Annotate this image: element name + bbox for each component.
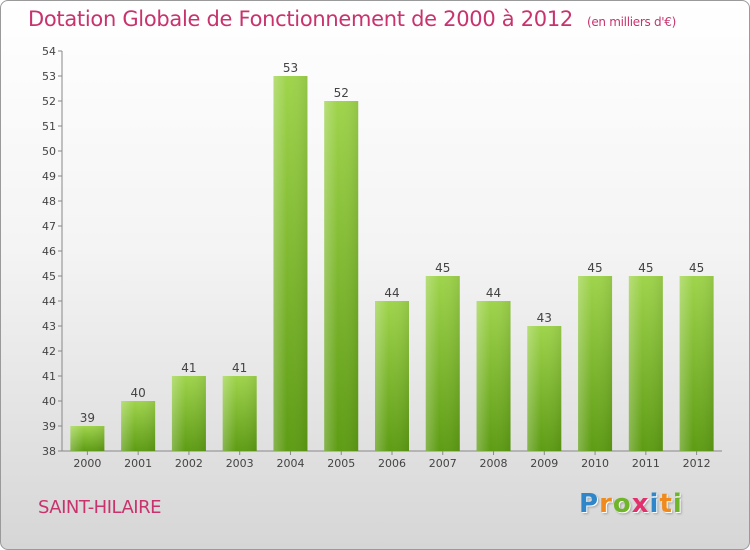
commune-name: SAINT-HILAIRE — [38, 497, 161, 518]
bar-2010: 45 — [578, 261, 613, 451]
bar-shine — [171, 376, 206, 451]
bar-2006: 44 — [375, 286, 409, 451]
x-tick-label: 2008 — [480, 457, 508, 470]
bar-2009: 43 — [527, 311, 562, 451]
bar-value-label: 44 — [486, 286, 501, 300]
bar-value-label: 41 — [181, 361, 196, 375]
y-tick-label: 49 — [42, 170, 56, 183]
bar-2011: 45 — [628, 261, 663, 451]
bar-value-label: 44 — [384, 286, 399, 300]
y-tick-label: 53 — [42, 70, 56, 83]
logo-letter: t — [659, 489, 673, 519]
y-tick-label: 52 — [42, 95, 56, 108]
logo-letter: o — [612, 489, 632, 519]
bar-shine — [324, 101, 359, 451]
bar-2012: 45 — [679, 261, 714, 451]
bar-2005: 52 — [324, 86, 359, 451]
bar-value-label: 52 — [334, 86, 349, 100]
x-tick-label: 2005 — [327, 457, 355, 470]
bar-shine — [222, 376, 257, 451]
proxiti-logo: Proxiti — [579, 489, 683, 519]
bar-shine — [121, 401, 156, 451]
bar-shine — [273, 76, 308, 451]
y-tick-label: 54 — [42, 45, 56, 58]
y-tick-label: 41 — [42, 370, 56, 383]
bar-shine — [425, 276, 460, 451]
logo-letter: x — [631, 489, 650, 519]
bar-value-label: 39 — [80, 411, 95, 425]
bar-shine — [679, 276, 714, 451]
bar-shine — [628, 276, 663, 451]
x-axis: 2000 2001 2002 2003 2004 2005 2006 2007 2008 2009… — [62, 450, 722, 470]
bar-2003: 41 — [222, 361, 257, 451]
chart-title: Dotation Globale de Fonctionnement de 20… — [28, 7, 676, 31]
y-tick-label: 38 — [42, 445, 56, 458]
bar-value-label: 41 — [232, 361, 247, 375]
bar-2007: 45 — [425, 261, 460, 451]
bar-2008: 44 — [476, 286, 511, 451]
x-tick-label: 2012 — [683, 457, 711, 470]
bar-shine — [375, 301, 409, 451]
y-tick-label: 47 — [42, 220, 56, 233]
y-tick-label: 50 — [42, 145, 56, 158]
bar-shine — [578, 276, 613, 451]
x-tick-label: 2003 — [226, 457, 254, 470]
bar-shine — [476, 301, 511, 451]
chart-subtitle: (en milliers d'€) — [586, 15, 676, 29]
bar-shine — [527, 326, 562, 451]
y-tick-label: 48 — [42, 195, 56, 208]
y-tick-label: 44 — [42, 295, 56, 308]
bar-2002: 41 — [171, 361, 206, 451]
bar-value-label: 45 — [689, 261, 704, 275]
x-tick-label: 2006 — [378, 457, 406, 470]
bar-2000: 39 — [70, 411, 105, 451]
bar-value-label: 40 — [131, 386, 146, 400]
y-axis: 38 39 40 41 42 43 44 45 46 47 48 49 50 51 52 53 54 — [42, 45, 63, 458]
logo-letter: i — [649, 489, 660, 519]
bar-shine — [70, 426, 105, 451]
x-tick-label: 2009 — [530, 457, 558, 470]
bar-value-label: 43 — [537, 311, 552, 325]
y-tick-label: 39 — [42, 420, 56, 433]
x-tick-label: 2010 — [581, 457, 609, 470]
y-tick-label: 46 — [42, 245, 56, 258]
y-tick-label: 42 — [42, 345, 56, 358]
x-tick-label: 2001 — [124, 457, 152, 470]
logo-letter: r — [599, 489, 613, 519]
x-tick-label: 2004 — [276, 457, 304, 470]
x-tick-label: 2011 — [632, 457, 660, 470]
logo-letter: i — [672, 489, 683, 519]
y-tick-label: 45 — [42, 270, 56, 283]
bar-value-label: 45 — [638, 261, 653, 275]
y-tick-label: 51 — [42, 120, 56, 133]
y-tick-label: 40 — [42, 395, 56, 408]
x-tick-label: 2002 — [175, 457, 203, 470]
y-tick-label: 43 — [42, 320, 56, 333]
x-tick-label: 2000 — [73, 457, 101, 470]
chart-title-text: Dotation Globale de Fonctionnement de 20… — [28, 7, 573, 31]
bar-value-label: 45 — [435, 261, 450, 275]
logo-letter: P — [579, 489, 600, 519]
bar-value-label: 45 — [587, 261, 602, 275]
bar-value-label: 53 — [283, 61, 298, 75]
bars: 39 40 41 41 53 52 44 45 44 43 45 45 45 — [70, 61, 714, 451]
bar-2001: 40 — [121, 386, 156, 451]
x-tick-label: 2007 — [429, 457, 457, 470]
bar-2004: 53 — [273, 61, 308, 451]
